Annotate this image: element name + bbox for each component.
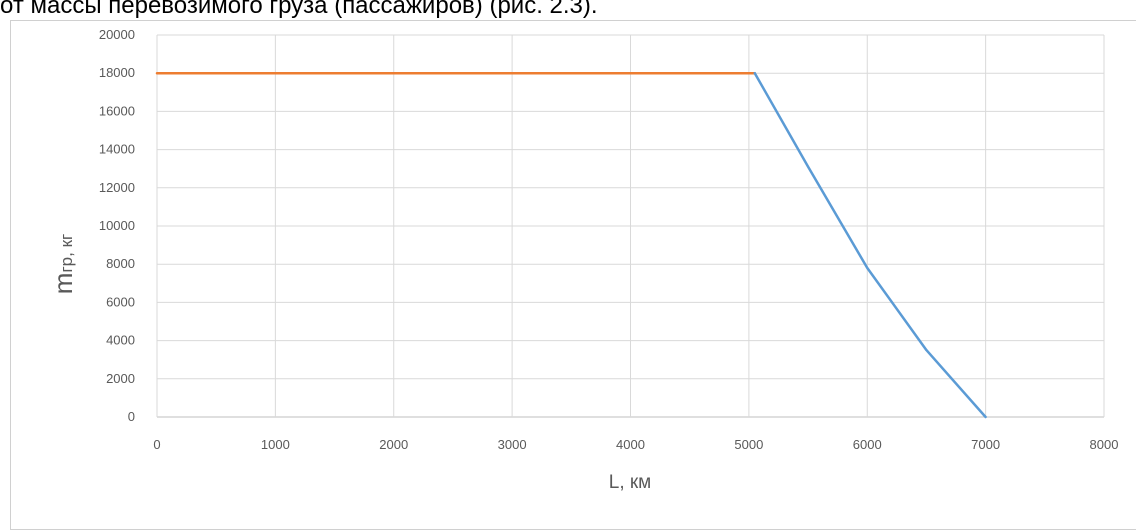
y-tick-label: 4000 [106,333,135,348]
line-chart: 0200040006000800010000120001400016000180… [48,27,1118,493]
series-line-2 [753,71,987,419]
svg-text:mгр, кг: mгр, кг [48,234,78,294]
x-tick-label: 2000 [379,437,408,452]
y-tick-labels: 0 2000 4000 6000 8000 10000 12000 14000 16000 180… [99,27,135,424]
figure-caption: от массы перевозимого груза (пассажиров)… [0,0,1136,22]
x-tick-label: 0 [153,437,160,452]
y-tick-label: 14000 [99,142,135,157]
x-tick-label: 8000 [1090,437,1119,452]
x-tick-label: 4000 [616,437,645,452]
y-tick-label: 2000 [106,371,135,386]
y-tick-label: 0 [128,409,135,424]
x-tick-label: 1000 [261,437,290,452]
x-tick-label: 6000 [853,437,882,452]
y-tick-label: 16000 [99,103,135,118]
y-axis-label-main: m [48,273,78,295]
y-tick-label: 10000 [99,218,135,233]
y-tick-label: 18000 [99,65,135,80]
y-tick-label: 20000 [99,27,135,42]
x-tick-labels: 0 1000 2000 3000 4000 5000 6000 7000 8000 [153,437,1118,452]
y-tick-label: 12000 [99,180,135,195]
y-axis-label: mгр, кг [48,234,78,294]
y-tick-label: 8000 [106,256,135,271]
x-axis-label: L, км [609,472,652,493]
grid-lines [156,34,1105,418]
series-lines [155,71,987,419]
x-tick-label: 7000 [971,437,1000,452]
y-axis-label-sub: гр, кг [57,234,76,273]
x-tick-label: 3000 [498,437,527,452]
y-tick-label: 6000 [106,294,135,309]
x-tick-label: 5000 [734,437,763,452]
caption-text: от массы перевозимого груза (пассажиров)… [0,0,598,19]
